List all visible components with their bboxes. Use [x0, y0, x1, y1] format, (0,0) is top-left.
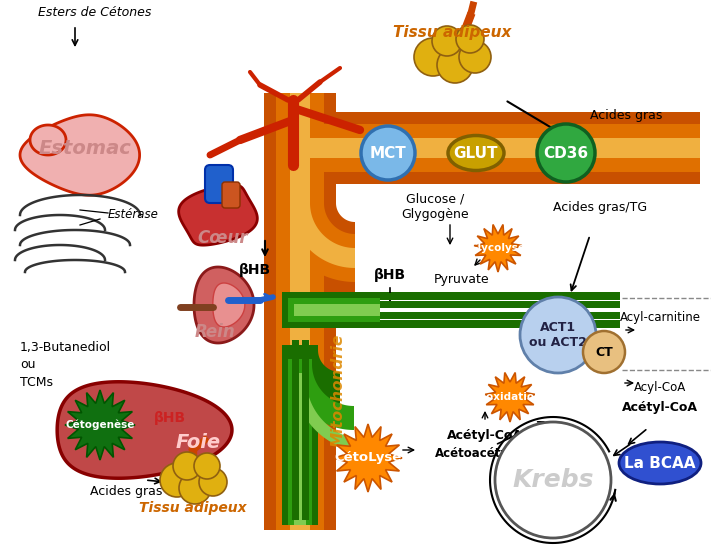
Bar [354, 298, 620, 322]
Bar [294, 373, 306, 525]
Bar [368, 304, 620, 316]
Text: Boxidation: Boxidation [479, 392, 542, 402]
Bar [290, 93, 310, 530]
Text: βHB: βHB [374, 268, 406, 282]
Text: βHB: βHB [239, 263, 271, 277]
Text: Acides gras: Acides gras [90, 484, 162, 498]
Text: Acétyl-CoA: Acétyl-CoA [447, 429, 523, 441]
Bar [292, 340, 299, 520]
Text: Foie: Foie [176, 433, 220, 451]
Polygon shape [194, 267, 254, 343]
Text: Rein: Rein [195, 323, 235, 341]
Polygon shape [57, 382, 232, 478]
Text: Tissu adipeux: Tissu adipeux [139, 501, 247, 515]
Polygon shape [213, 283, 245, 327]
Text: Esters de Cétones: Esters de Cétones [38, 6, 151, 19]
Text: CétoLyse: CétoLyse [334, 451, 402, 464]
Bar [340, 292, 620, 328]
Text: Acétyl-CoA: Acétyl-CoA [622, 402, 698, 414]
Bar [282, 345, 318, 525]
Text: Glucose /
Glygogène: Glucose / Glygogène [401, 193, 469, 221]
Bar [355, 138, 700, 158]
Text: Acides gras: Acides gras [590, 109, 663, 122]
Bar [282, 292, 340, 328]
Bar [380, 320, 620, 327]
Ellipse shape [619, 442, 701, 484]
Bar [355, 112, 700, 184]
Text: CD36: CD36 [543, 145, 589, 160]
Text: 1,3-Butanediol
ou
TCMs: 1,3-Butanediol ou TCMs [20, 342, 111, 388]
Polygon shape [288, 364, 354, 430]
Circle shape [160, 463, 194, 497]
Circle shape [437, 47, 473, 83]
Circle shape [194, 453, 220, 479]
Text: CT: CT [595, 345, 613, 359]
Polygon shape [474, 224, 522, 272]
Circle shape [495, 422, 611, 538]
Ellipse shape [448, 136, 504, 170]
Bar [380, 299, 620, 321]
Text: Estérase: Estérase [108, 208, 159, 222]
Text: Acyl-carnitine: Acyl-carnitine [619, 311, 700, 323]
Text: GLUT: GLUT [454, 145, 498, 160]
Bar [276, 124, 355, 172]
Polygon shape [290, 203, 355, 268]
Circle shape [459, 41, 491, 73]
Circle shape [179, 472, 211, 504]
Text: Acides gras/TG: Acides gras/TG [553, 201, 647, 213]
Text: Tissu adipeux: Tissu adipeux [392, 24, 511, 40]
Circle shape [199, 468, 227, 496]
Circle shape [173, 452, 201, 480]
Polygon shape [282, 350, 340, 408]
FancyBboxPatch shape [222, 182, 240, 208]
Polygon shape [20, 115, 139, 195]
Circle shape [456, 25, 484, 53]
Circle shape [583, 331, 625, 373]
Polygon shape [276, 203, 355, 282]
Text: Mitochondrie: Mitochondrie [331, 333, 346, 447]
Bar [302, 340, 309, 520]
Text: βHB: βHB [154, 411, 186, 425]
Polygon shape [485, 372, 535, 422]
Text: Estomac: Estomac [38, 138, 132, 158]
Polygon shape [334, 424, 402, 492]
Circle shape [432, 26, 462, 56]
Text: La BCAA: La BCAA [624, 456, 696, 471]
Bar [264, 112, 355, 184]
Text: Cœur: Cœur [198, 229, 248, 247]
Polygon shape [178, 185, 257, 245]
Polygon shape [264, 203, 355, 294]
Polygon shape [65, 390, 135, 460]
Circle shape [520, 297, 596, 373]
Text: Krebs: Krebs [512, 468, 594, 492]
FancyBboxPatch shape [205, 165, 233, 203]
Text: MCT: MCT [370, 145, 407, 160]
Circle shape [361, 126, 415, 180]
Circle shape [537, 124, 595, 182]
Bar [355, 124, 700, 172]
Polygon shape [30, 125, 66, 155]
Text: Acyl-CoA: Acyl-CoA [634, 381, 686, 395]
Bar [380, 312, 620, 319]
Bar [276, 93, 324, 530]
Bar [264, 93, 336, 530]
Circle shape [414, 38, 452, 76]
Text: Cétogenèse: Cétogenèse [65, 420, 134, 430]
Bar [288, 359, 312, 525]
Bar [380, 301, 620, 308]
Text: Glycolyse: Glycolyse [470, 243, 526, 253]
Bar [294, 304, 368, 316]
Bar [380, 293, 620, 300]
Bar [288, 298, 354, 322]
Text: Acétoacétyl-CoA: Acétoacétyl-CoA [435, 446, 544, 460]
Text: ACT1
ou ACT2: ACT1 ou ACT2 [529, 321, 587, 349]
Bar [290, 138, 355, 158]
Bar [380, 305, 620, 316]
Polygon shape [294, 378, 368, 452]
Text: Pyruvate: Pyruvate [434, 273, 490, 287]
